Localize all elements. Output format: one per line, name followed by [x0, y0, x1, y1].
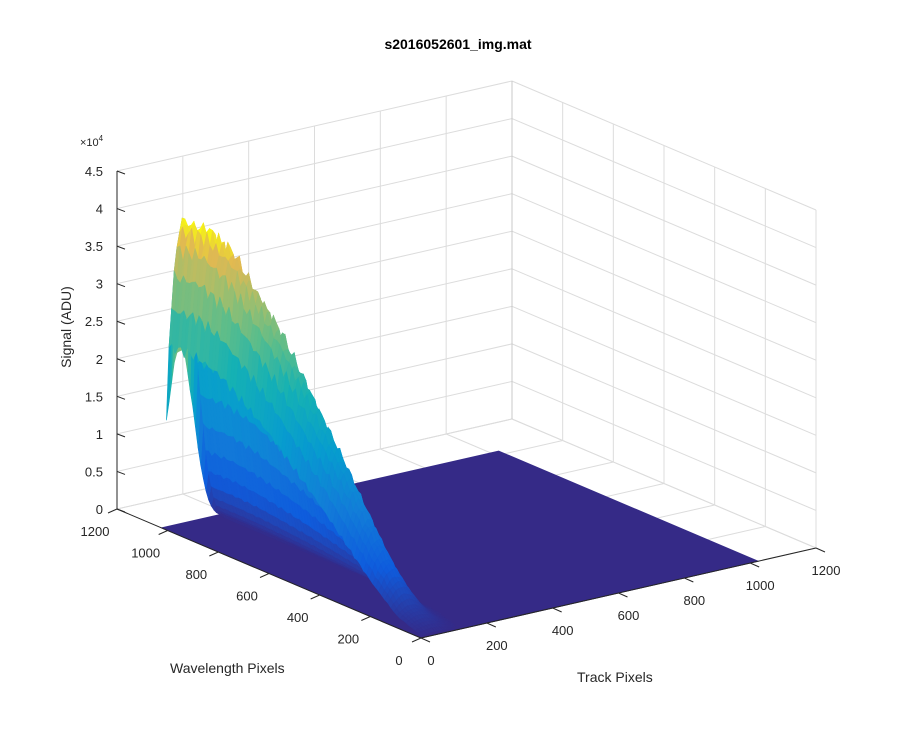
- y-tick-mark: [361, 616, 371, 621]
- grid-line-back-right-horizontal: [511, 268, 817, 399]
- x-tick-mark: [420, 637, 431, 643]
- z-tick-label: 4.5: [85, 164, 103, 179]
- grid-line-back-left-horizontal: [116, 343, 513, 435]
- grid-line-back-left-horizontal: [116, 80, 513, 172]
- grid-line-back-right-horizontal: [511, 343, 817, 474]
- z-tick-mark: [116, 395, 126, 400]
- grid-line-back-right-horizontal: [511, 380, 817, 511]
- grid-line-back-left-horizontal: [116, 305, 513, 397]
- z-tick-mark: [116, 283, 126, 288]
- z-tick-mark: [116, 508, 126, 513]
- x-tick-mark: [486, 622, 497, 628]
- surface-patch: [417, 631, 425, 636]
- x-tick-label: 400: [552, 623, 574, 638]
- y-tick-label: 400: [287, 610, 309, 625]
- grid-line-back-left-horizontal: [116, 118, 513, 210]
- tick-labels: 0200400600800100012000200400600800100012…: [81, 164, 841, 668]
- x-tick-mark: [815, 547, 826, 553]
- z-tick-label: 2: [96, 352, 103, 367]
- y-tick-label: 1200: [81, 524, 110, 539]
- y-tick-mark: [259, 573, 270, 578]
- chart-title: s2016052601_img.mat: [384, 36, 531, 52]
- y-tick-mark: [158, 530, 168, 535]
- y-tick-mark: [310, 594, 320, 600]
- z-tick-mark: [116, 170, 126, 175]
- y-tick-label: 0: [395, 653, 402, 668]
- y-tick-label: 1000: [131, 546, 160, 561]
- y-tick-mark: [107, 508, 118, 514]
- x-tick-label: 200: [486, 638, 508, 653]
- z-tick-mark: [116, 433, 126, 438]
- z-tick-label: 3: [96, 277, 103, 292]
- z-exponent-label: ×104: [80, 134, 104, 149]
- y-axis-title: Wavelength Pixels: [170, 660, 285, 676]
- surface-mesh: [159, 217, 760, 639]
- z-tick-label: 2.5: [85, 314, 103, 329]
- x-tick-mark: [684, 577, 694, 583]
- x-tick-label: 1000: [746, 578, 775, 593]
- z-tick-mark: [116, 358, 126, 363]
- x-tick-label: 800: [683, 593, 705, 608]
- y-tick-label: 800: [185, 567, 207, 582]
- z-tick-label: 1: [96, 427, 103, 442]
- grid-line-back-right-horizontal: [511, 118, 817, 249]
- grid-line-back-right-horizontal: [511, 193, 817, 324]
- grid-line-back-right-horizontal: [511, 305, 817, 436]
- x-tick-mark: [552, 607, 562, 613]
- y-tick-label: 200: [337, 632, 359, 647]
- z-tick-mark: [116, 208, 126, 213]
- z-exponent-base: ×10: [80, 137, 99, 149]
- y-tick-mark: [209, 551, 219, 557]
- axes: [107, 170, 826, 643]
- x-tick-label: 1200: [812, 563, 841, 578]
- x-tick-label: 600: [618, 608, 640, 623]
- grid-line-back-right-horizontal: [511, 80, 817, 211]
- x-tick-mark: [618, 592, 628, 598]
- z-tick-mark: [116, 245, 126, 250]
- y-tick-label: 600: [236, 589, 258, 604]
- z-tick-mark: [116, 470, 126, 475]
- z-tick-label: 4: [96, 202, 103, 217]
- z-tick-mark: [116, 320, 126, 325]
- grid-line-back-right-horizontal: [511, 155, 817, 286]
- z-tick-label: 0: [96, 502, 103, 517]
- x-axis-title: Track Pixels: [577, 669, 653, 685]
- z-tick-label: 1.5: [85, 389, 103, 404]
- z-tick-label: 3.5: [85, 239, 103, 254]
- z-axis-title: Signal (ADU): [58, 286, 74, 368]
- x-tick-mark: [749, 562, 760, 568]
- grid-line-back-right-horizontal: [511, 230, 817, 361]
- x-tick-label: 0: [427, 653, 434, 668]
- z-exponent-power: 4: [99, 134, 104, 143]
- z-tick-label: 0.5: [85, 464, 103, 479]
- y-tick-mark: [411, 637, 422, 643]
